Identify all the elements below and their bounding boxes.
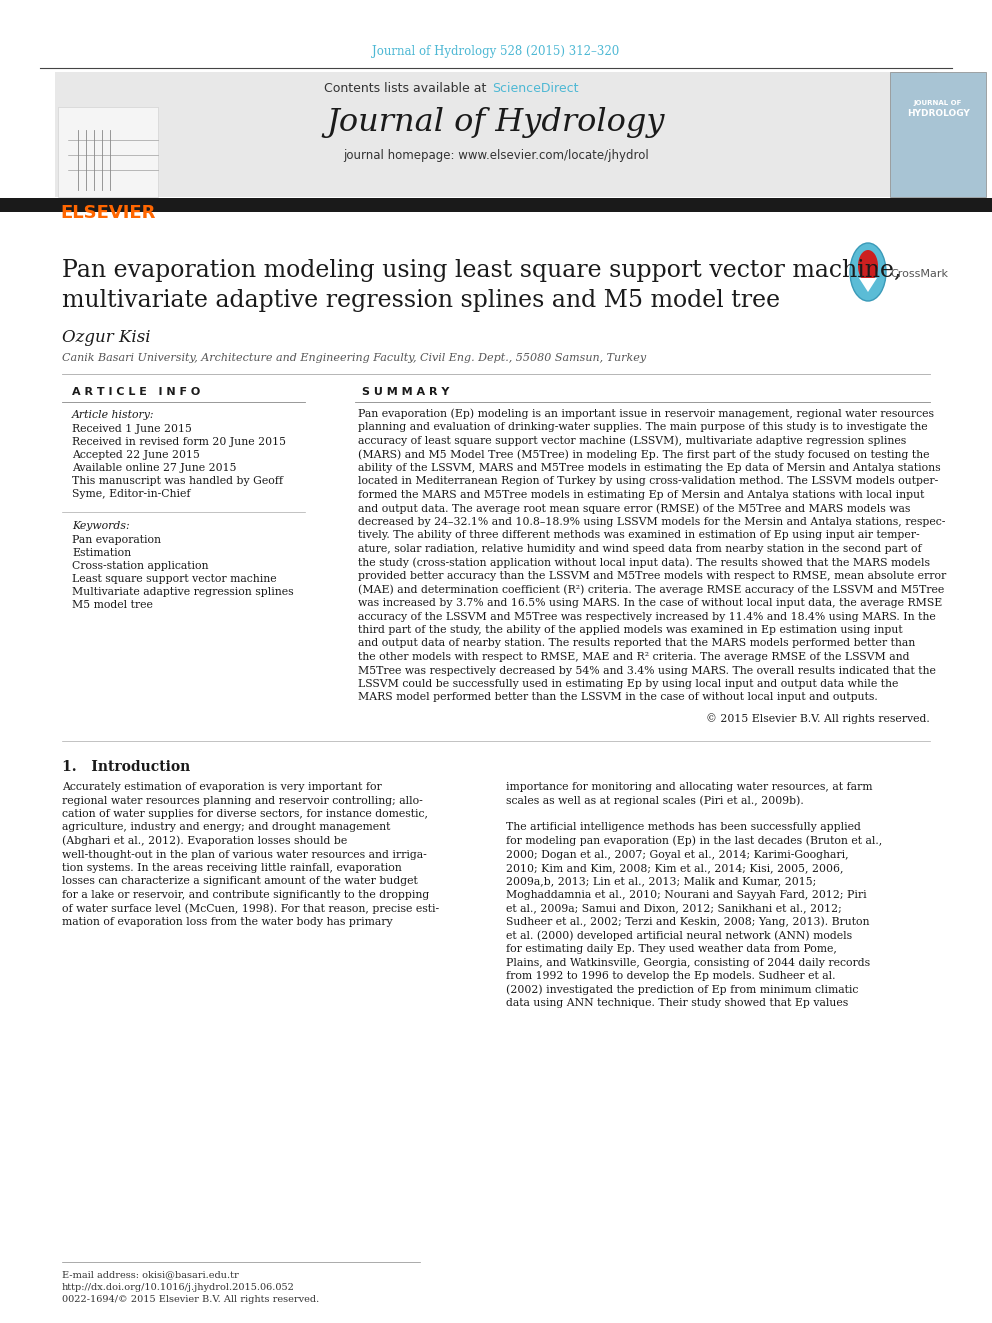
Text: 2009a,b, 2013; Lin et al., 2013; Malik and Kumar, 2015;: 2009a,b, 2013; Lin et al., 2013; Malik a… [506,877,816,886]
Text: Plains, and Watkinsville, Georgia, consisting of 2044 daily records: Plains, and Watkinsville, Georgia, consi… [506,958,870,967]
Text: Pan evaporation modeling using least square support vector machine,: Pan evaporation modeling using least squ… [62,258,902,282]
Text: MARS model performed better than the LSSVM in the case of without local input an: MARS model performed better than the LSS… [358,692,878,703]
Text: well-thought-out in the plan of various water resources and irriga-: well-thought-out in the plan of various … [62,849,427,860]
Text: Syme, Editor-in-Chief: Syme, Editor-in-Chief [72,490,190,499]
Text: the study (cross-station application without local input data). The results show: the study (cross-station application wit… [358,557,930,568]
Bar [58,107,158,197]
Text: (Abghari et al., 2012). Evaporation losses should be: (Abghari et al., 2012). Evaporation loss… [62,836,347,847]
Text: decreased by 24–32.1% and 10.8–18.9% using LSSVM models for the Mersin and Antal: decreased by 24–32.1% and 10.8–18.9% usi… [358,517,945,527]
Polygon shape [859,278,877,292]
Text: located in Mediterranean Region of Turkey by using cross-validation method. The : located in Mediterranean Region of Turke… [358,476,938,487]
Text: from 1992 to 1996 to develop the Ep models. Sudheer et al.: from 1992 to 1996 to develop the Ep mode… [506,971,835,980]
Text: ability of the LSSVM, MARS and M5Tree models in estimating the Ep data of Mersin: ability of the LSSVM, MARS and M5Tree mo… [358,463,940,474]
Text: Pan evaporation: Pan evaporation [72,534,161,545]
Text: M5 model tree: M5 model tree [72,601,153,610]
Text: planning and evaluation of drinking-water supplies. The main purpose of this stu: planning and evaluation of drinking-wate… [358,422,928,433]
Text: formed the MARS and M5Tree models in estimating Ep of Mersin and Antalya station: formed the MARS and M5Tree models in est… [358,490,925,500]
Text: accuracy of the LSSVM and M5Tree was respectively increased by 11.4% and 18.4% u: accuracy of the LSSVM and M5Tree was res… [358,611,935,622]
Text: provided better accuracy than the LSSVM and M5Tree models with respect to RMSE, : provided better accuracy than the LSSVM … [358,572,946,581]
Text: ScienceDirect: ScienceDirect [492,82,578,94]
Text: Moghaddamnia et al., 2010; Nourani and Sayyah Fard, 2012; Piri: Moghaddamnia et al., 2010; Nourani and S… [506,890,867,900]
Text: (2002) investigated the prediction of Ep from minimum climatic: (2002) investigated the prediction of Ep… [506,984,858,995]
Text: Least square support vector machine: Least square support vector machine [72,574,277,583]
Text: Accepted 22 June 2015: Accepted 22 June 2015 [72,450,199,460]
Text: Estimation: Estimation [72,548,131,558]
Text: third part of the study, the ability of the applied models was examined in Ep es: third part of the study, the ability of … [358,624,903,635]
Text: and output data of nearby station. The results reported that the MARS models per: and output data of nearby station. The r… [358,639,916,648]
Text: (MAE) and determination coefficient (R²) criteria. The average RMSE accuracy of : (MAE) and determination coefficient (R²)… [358,585,944,595]
Text: This manuscript was handled by Geoff: This manuscript was handled by Geoff [72,476,283,486]
Text: et al. (2000) developed artificial neural network (ANN) models: et al. (2000) developed artificial neura… [506,930,852,941]
Ellipse shape [850,243,886,302]
Text: Received 1 June 2015: Received 1 June 2015 [72,423,191,434]
Text: for estimating daily Ep. They used weather data from Pome,: for estimating daily Ep. They used weath… [506,945,837,954]
Text: CrossMark: CrossMark [890,269,948,279]
Text: Multivariate adaptive regression splines: Multivariate adaptive regression splines [72,587,294,597]
Text: 0022-1694/© 2015 Elsevier B.V. All rights reserved.: 0022-1694/© 2015 Elsevier B.V. All right… [62,1295,319,1304]
Text: JOURNAL OF: JOURNAL OF [914,101,962,106]
Text: tively. The ability of three different methods was examined in estimation of Ep : tively. The ability of three different m… [358,531,920,541]
Text: © 2015 Elsevier B.V. All rights reserved.: © 2015 Elsevier B.V. All rights reserved… [706,713,930,725]
Text: Cross-station application: Cross-station application [72,561,208,572]
Text: mation of evaporation loss from the water body has primary: mation of evaporation loss from the wate… [62,917,393,927]
Text: ELSEVIER: ELSEVIER [61,204,156,222]
Text: and output data. The average root mean square error (RMSE) of the M5Tree and MAR: and output data. The average root mean s… [358,503,911,513]
Text: 1.   Introduction: 1. Introduction [62,759,190,774]
Bar [0,198,992,212]
Bar [55,71,937,197]
Text: for a lake or reservoir, and contribute significantly to the dropping: for a lake or reservoir, and contribute … [62,890,430,900]
Text: Available online 27 June 2015: Available online 27 June 2015 [72,463,236,474]
Text: (MARS) and M5 Model Tree (M5Tree) in modeling Ep. The first part of the study fo: (MARS) and M5 Model Tree (M5Tree) in mod… [358,450,930,460]
Text: Journal of Hydrology: Journal of Hydrology [326,106,666,138]
Bar [890,71,986,197]
Text: M5Tree was respectively decreased by 54% and 3.4% using MARS. The overall result: M5Tree was respectively decreased by 54%… [358,665,935,676]
Text: scales as well as at regional scales (Piri et al., 2009b).: scales as well as at regional scales (Pi… [506,795,804,806]
Text: et al., 2009a; Samui and Dixon, 2012; Sanikhani et al., 2012;: et al., 2009a; Samui and Dixon, 2012; Sa… [506,904,842,913]
Text: http://dx.doi.org/10.1016/j.jhydrol.2015.06.052: http://dx.doi.org/10.1016/j.jhydrol.2015… [62,1283,295,1293]
Text: Accurately estimation of evaporation is very important for: Accurately estimation of evaporation is … [62,782,382,792]
Text: losses can characterize a significant amount of the water budget: losses can characterize a significant am… [62,877,418,886]
Text: S U M M A R Y: S U M M A R Y [362,388,449,397]
Text: Contents lists available at: Contents lists available at [323,82,490,94]
Text: Journal of Hydrology 528 (2015) 312–320: Journal of Hydrology 528 (2015) 312–320 [372,45,620,58]
Text: was increased by 3.7% and 16.5% using MARS. In the case of without local input d: was increased by 3.7% and 16.5% using MA… [358,598,942,609]
Text: 2010; Kim and Kim, 2008; Kim et al., 2014; Kisi, 2005, 2006,: 2010; Kim and Kim, 2008; Kim et al., 201… [506,863,843,873]
Text: Pan evaporation (Ep) modeling is an important issue in reservoir management, reg: Pan evaporation (Ep) modeling is an impo… [358,409,934,419]
Text: regional water resources planning and reservoir controlling; allo-: regional water resources planning and re… [62,795,423,806]
Text: the other models with respect to RMSE, MAE and R² criteria. The average RMSE of : the other models with respect to RMSE, M… [358,652,910,662]
Text: of water surface level (McCuen, 1998). For that reason, precise esti-: of water surface level (McCuen, 1998). F… [62,904,439,914]
Text: ature, solar radiation, relative humidity and wind speed data from nearby statio: ature, solar radiation, relative humidit… [358,544,922,554]
Text: multivariate adaptive regression splines and M5 model tree: multivariate adaptive regression splines… [62,288,780,311]
Text: Ozgur Kisi: Ozgur Kisi [62,328,151,345]
Text: HYDROLOGY: HYDROLOGY [907,108,969,118]
Text: E-mail address: okisi@basari.edu.tr: E-mail address: okisi@basari.edu.tr [62,1270,239,1279]
Text: importance for monitoring and allocating water resources, at farm: importance for monitoring and allocating… [506,782,873,792]
Text: Article history:: Article history: [72,410,155,419]
Text: data using ANN technique. Their study showed that Ep values: data using ANN technique. Their study sh… [506,998,848,1008]
Text: Keywords:: Keywords: [72,521,130,531]
Text: cation of water supplies for diverse sectors, for instance domestic,: cation of water supplies for diverse sec… [62,808,428,819]
Text: Received in revised form 20 June 2015: Received in revised form 20 June 2015 [72,437,286,447]
Ellipse shape [858,250,878,282]
Text: agriculture, industry and energy; and drought management: agriculture, industry and energy; and dr… [62,823,391,832]
Text: journal homepage: www.elsevier.com/locate/jhydrol: journal homepage: www.elsevier.com/locat… [343,148,649,161]
Text: The artificial intelligence methods has been successfully applied: The artificial intelligence methods has … [506,823,861,832]
Text: accuracy of least square support vector machine (LSSVM), multivariate adaptive r: accuracy of least square support vector … [358,435,907,446]
Text: Canik Basari University, Architecture and Engineering Faculty, Civil Eng. Dept.,: Canik Basari University, Architecture an… [62,353,646,363]
Text: 2000; Dogan et al., 2007; Goyal et al., 2014; Karimi-Googhari,: 2000; Dogan et al., 2007; Goyal et al., … [506,849,848,860]
Text: for modeling pan evaporation (Ep) in the last decades (Bruton et al.,: for modeling pan evaporation (Ep) in the… [506,836,882,847]
Text: tion systems. In the areas receiving little rainfall, evaporation: tion systems. In the areas receiving lit… [62,863,402,873]
Text: Sudheer et al., 2002; Terzi and Keskin, 2008; Yang, 2013). Bruton: Sudheer et al., 2002; Terzi and Keskin, … [506,917,870,927]
Text: A R T I C L E   I N F O: A R T I C L E I N F O [72,388,200,397]
Text: LSSVM could be successfully used in estimating Ep by using local input and outpu: LSSVM could be successfully used in esti… [358,679,899,689]
